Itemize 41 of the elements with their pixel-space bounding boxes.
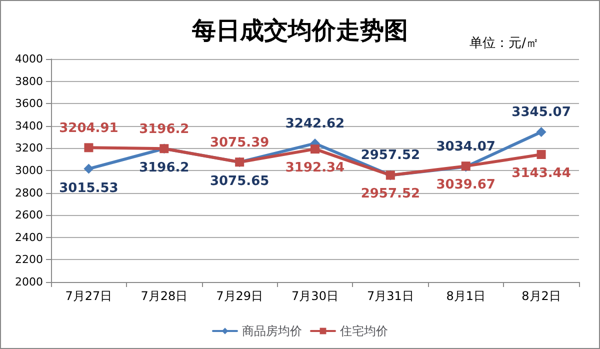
x-tick-label: 8月2日 bbox=[522, 289, 561, 303]
text: 单位：元/㎡ bbox=[470, 36, 540, 51]
point bbox=[310, 144, 320, 154]
data-label: 3345.07 bbox=[512, 105, 571, 120]
data-label: 2957.52 bbox=[360, 186, 420, 202]
legend-label: 商品房均价 bbox=[242, 324, 302, 338]
y-tick-label: 3200 bbox=[15, 142, 43, 155]
data-label: 2957.52 bbox=[360, 148, 420, 164]
x-tick-label: 8月1日 bbox=[446, 289, 486, 303]
legend-label: 住宅均价 bbox=[339, 324, 388, 338]
data-label: 3192.34 bbox=[285, 160, 345, 176]
data-label: 3075.39 bbox=[210, 136, 270, 151]
point bbox=[536, 150, 546, 160]
x-tick-label: 7月30日 bbox=[292, 289, 338, 303]
data-label: 3196.2 bbox=[139, 122, 190, 138]
point bbox=[84, 143, 94, 152]
chart-title: 每日成交均价走势图 bbox=[191, 16, 408, 44]
point bbox=[84, 164, 94, 174]
y-tick-label: 2800 bbox=[15, 186, 43, 200]
data-label: 3204.91 bbox=[59, 121, 118, 136]
y-tick-label: 4000 bbox=[15, 52, 43, 66]
y-tick-label: 3400 bbox=[15, 119, 43, 132]
data-label: 3196.2 bbox=[139, 160, 190, 176]
y-tick-label: 2400 bbox=[15, 230, 43, 244]
x-tick-label: 7月29日 bbox=[216, 289, 264, 303]
y-tick-label: 2600 bbox=[15, 208, 43, 222]
data-label: 3143.44 bbox=[512, 166, 571, 182]
y-tick-label: 2000 bbox=[15, 276, 43, 288]
x-tick-label: 7月31日 bbox=[366, 289, 414, 303]
y-tick-label: 3600 bbox=[15, 97, 43, 110]
x-tick-label: 7月27日 bbox=[65, 289, 112, 303]
y-tick-label: 3800 bbox=[15, 74, 43, 88]
data-label: 3034.07 bbox=[436, 140, 496, 155]
y-tick-label: 2200 bbox=[15, 253, 43, 266]
data-label: 3075.65 bbox=[210, 174, 270, 190]
y-tick-label: 3000 bbox=[15, 164, 43, 177]
point bbox=[536, 127, 546, 138]
data-label: 3015.53 bbox=[59, 180, 118, 196]
data-label: 3242.62 bbox=[285, 116, 345, 132]
data-label: 3039.67 bbox=[436, 178, 496, 193]
x-tick-label: 7月28日 bbox=[140, 289, 188, 303]
